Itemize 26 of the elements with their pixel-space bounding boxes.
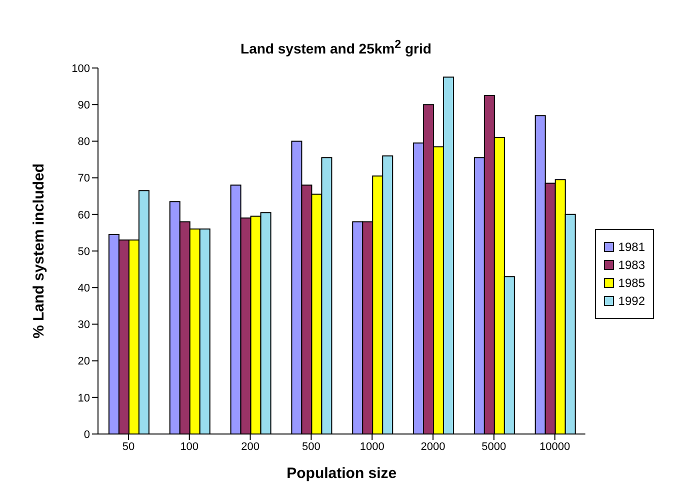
legend-label: 1985 (618, 276, 645, 290)
y-tick-label: 100 (72, 62, 90, 75)
x-tick-label: 500 (302, 440, 320, 453)
y-axis-title: % Land system included (30, 163, 48, 339)
legend-label: 1981 (618, 240, 645, 254)
y-tick-label: 60 (78, 209, 90, 222)
x-axis-title: Population size (286, 465, 397, 482)
x-tick-label: 10000 (540, 440, 570, 453)
y-tick-label: 30 (78, 319, 90, 332)
x-tick-label: 1000 (360, 440, 384, 453)
x-tick-label: 50 (122, 440, 135, 453)
legend-label: 1983 (618, 258, 645, 272)
y-tick-label: 20 (78, 356, 90, 368)
x-tick-label: 5000 (482, 440, 506, 453)
y-tick-label: 50 (78, 246, 90, 258)
legend-label: 1992 (618, 294, 645, 308)
x-tick-label: 100 (180, 440, 199, 453)
y-tick-label: 0 (84, 428, 90, 441)
x-tick-label: 200 (241, 440, 260, 453)
y-tick-label: 70 (78, 172, 90, 185)
x-tick-label: 2000 (420, 440, 446, 453)
y-tick-label: 80 (78, 136, 90, 148)
y-tick-label: 90 (78, 100, 90, 112)
y-tick-label: 40 (78, 282, 90, 295)
chart-title: Land system and 25km$^{2}$ grid (240, 37, 432, 59)
y-tick-label: 10 (78, 392, 90, 404)
